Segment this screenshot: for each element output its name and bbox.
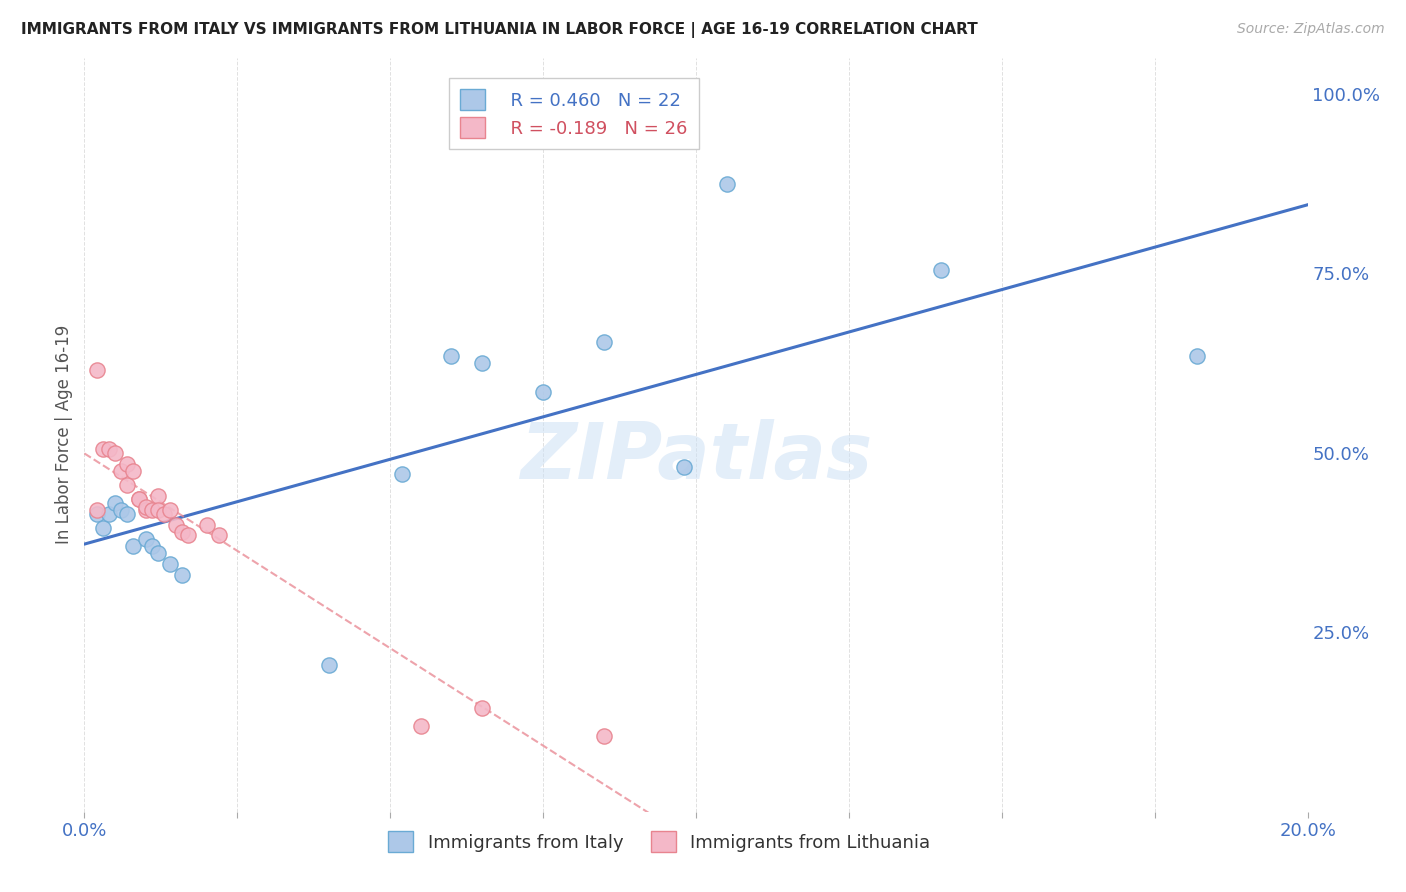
Point xyxy=(104,496,127,510)
Point xyxy=(172,524,194,539)
Point xyxy=(391,467,413,482)
Point xyxy=(115,507,138,521)
Point xyxy=(471,356,494,370)
Point xyxy=(159,557,181,571)
Point xyxy=(115,457,138,471)
Point xyxy=(97,507,120,521)
Point xyxy=(716,177,738,191)
Point xyxy=(146,503,169,517)
Point xyxy=(672,460,695,475)
Point xyxy=(110,464,132,478)
Point xyxy=(135,532,157,546)
Point xyxy=(593,334,616,349)
Point xyxy=(531,384,554,399)
Point xyxy=(146,546,169,560)
Point xyxy=(208,528,231,542)
Point xyxy=(141,503,163,517)
Point xyxy=(593,730,616,744)
Point xyxy=(153,507,176,521)
Point xyxy=(440,349,463,363)
Y-axis label: In Labor Force | Age 16-19: In Labor Force | Age 16-19 xyxy=(55,326,73,544)
Point xyxy=(110,503,132,517)
Point xyxy=(409,718,432,732)
Point xyxy=(195,517,218,532)
Point xyxy=(471,700,494,714)
Text: ZIPatlas: ZIPatlas xyxy=(520,419,872,495)
Text: IMMIGRANTS FROM ITALY VS IMMIGRANTS FROM LITHUANIA IN LABOR FORCE | AGE 16-19 CO: IMMIGRANTS FROM ITALY VS IMMIGRANTS FROM… xyxy=(21,22,977,38)
Legend: Immigrants from Italy, Immigrants from Lithuania: Immigrants from Italy, Immigrants from L… xyxy=(381,824,938,859)
Point xyxy=(135,503,157,517)
Point xyxy=(91,442,114,457)
Point xyxy=(128,492,150,507)
Point xyxy=(104,446,127,460)
Point xyxy=(91,521,114,535)
Text: Source: ZipAtlas.com: Source: ZipAtlas.com xyxy=(1237,22,1385,37)
Point xyxy=(146,489,169,503)
Point xyxy=(141,539,163,553)
Point xyxy=(318,657,340,672)
Point xyxy=(159,503,181,517)
Point xyxy=(115,478,138,492)
Point xyxy=(86,503,108,517)
Point xyxy=(177,528,200,542)
Point xyxy=(97,442,120,457)
Point xyxy=(929,262,952,277)
Point xyxy=(86,363,108,377)
Point xyxy=(128,492,150,507)
Point xyxy=(135,500,157,514)
Point xyxy=(1187,349,1209,363)
Point xyxy=(122,464,145,478)
Point xyxy=(165,517,187,532)
Point xyxy=(122,539,145,553)
Point xyxy=(172,567,194,582)
Point xyxy=(86,507,108,521)
